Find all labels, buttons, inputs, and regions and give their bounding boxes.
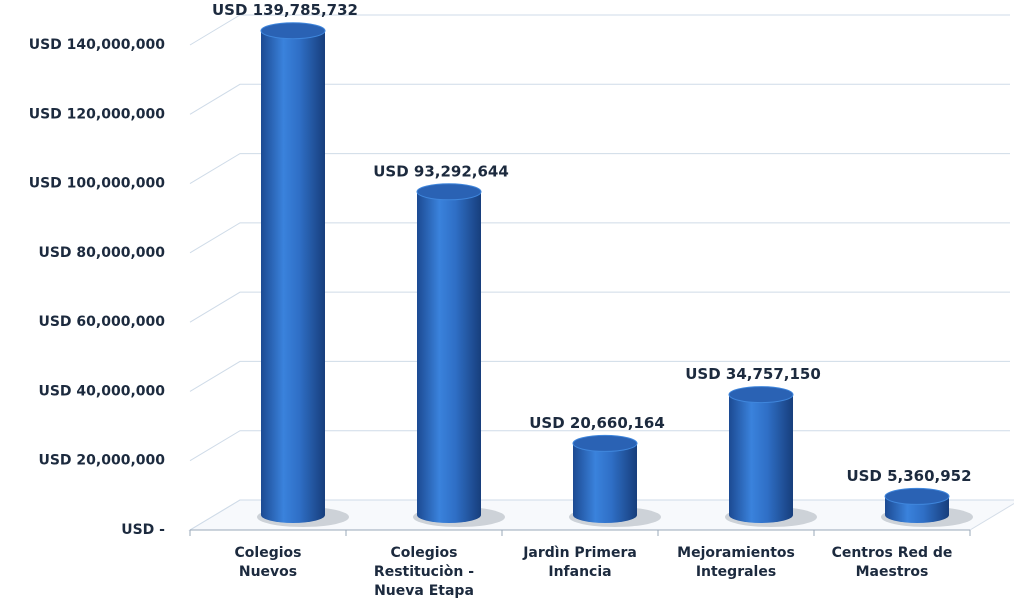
y-tick-label: USD 20,000,000 [38, 453, 165, 469]
x-tick-label: Jardìn Primera Infancia [523, 545, 637, 580]
value-label: USD 5,360,952 [846, 467, 971, 485]
grid-line [189, 14, 1010, 46]
bar-top [416, 183, 482, 201]
bar [729, 394, 793, 515]
x-tick-label: Mejoramientos Integrales [677, 545, 795, 580]
bar-top [728, 386, 794, 404]
value-label: USD 139,785,732 [212, 1, 358, 19]
value-label: USD 93,292,644 [373, 162, 509, 180]
value-label: USD 34,757,150 [685, 365, 821, 383]
bar-top [884, 487, 950, 505]
y-tick-label: USD 140,000,000 [29, 37, 166, 53]
y-tick-label: USD - [121, 522, 165, 538]
y-tick-label: USD 100,000,000 [29, 176, 166, 192]
bar-top [572, 434, 638, 452]
bar-top [260, 22, 326, 40]
y-tick-label: USD 120,000,000 [29, 106, 166, 122]
grid-line [189, 222, 1010, 254]
y-tick-label: USD 80,000,000 [38, 245, 165, 261]
value-label: USD 20,660,164 [529, 414, 665, 432]
grid-line [189, 153, 1010, 185]
y-tick-label: USD 60,000,000 [38, 314, 165, 330]
bar [417, 191, 481, 516]
grid-line [189, 291, 1010, 323]
x-tick-label: Colegios Nuevos [234, 545, 302, 580]
grid-line [189, 83, 1010, 115]
bar [573, 443, 637, 515]
x-tick-label: Centros Red de Maestros [831, 545, 953, 580]
y-tick-label: USD 40,000,000 [38, 383, 165, 399]
x-tick-label: Colegios Restituciòn - Nueva Etapa [373, 545, 475, 599]
bar [261, 30, 325, 516]
grid-line [189, 360, 1010, 392]
